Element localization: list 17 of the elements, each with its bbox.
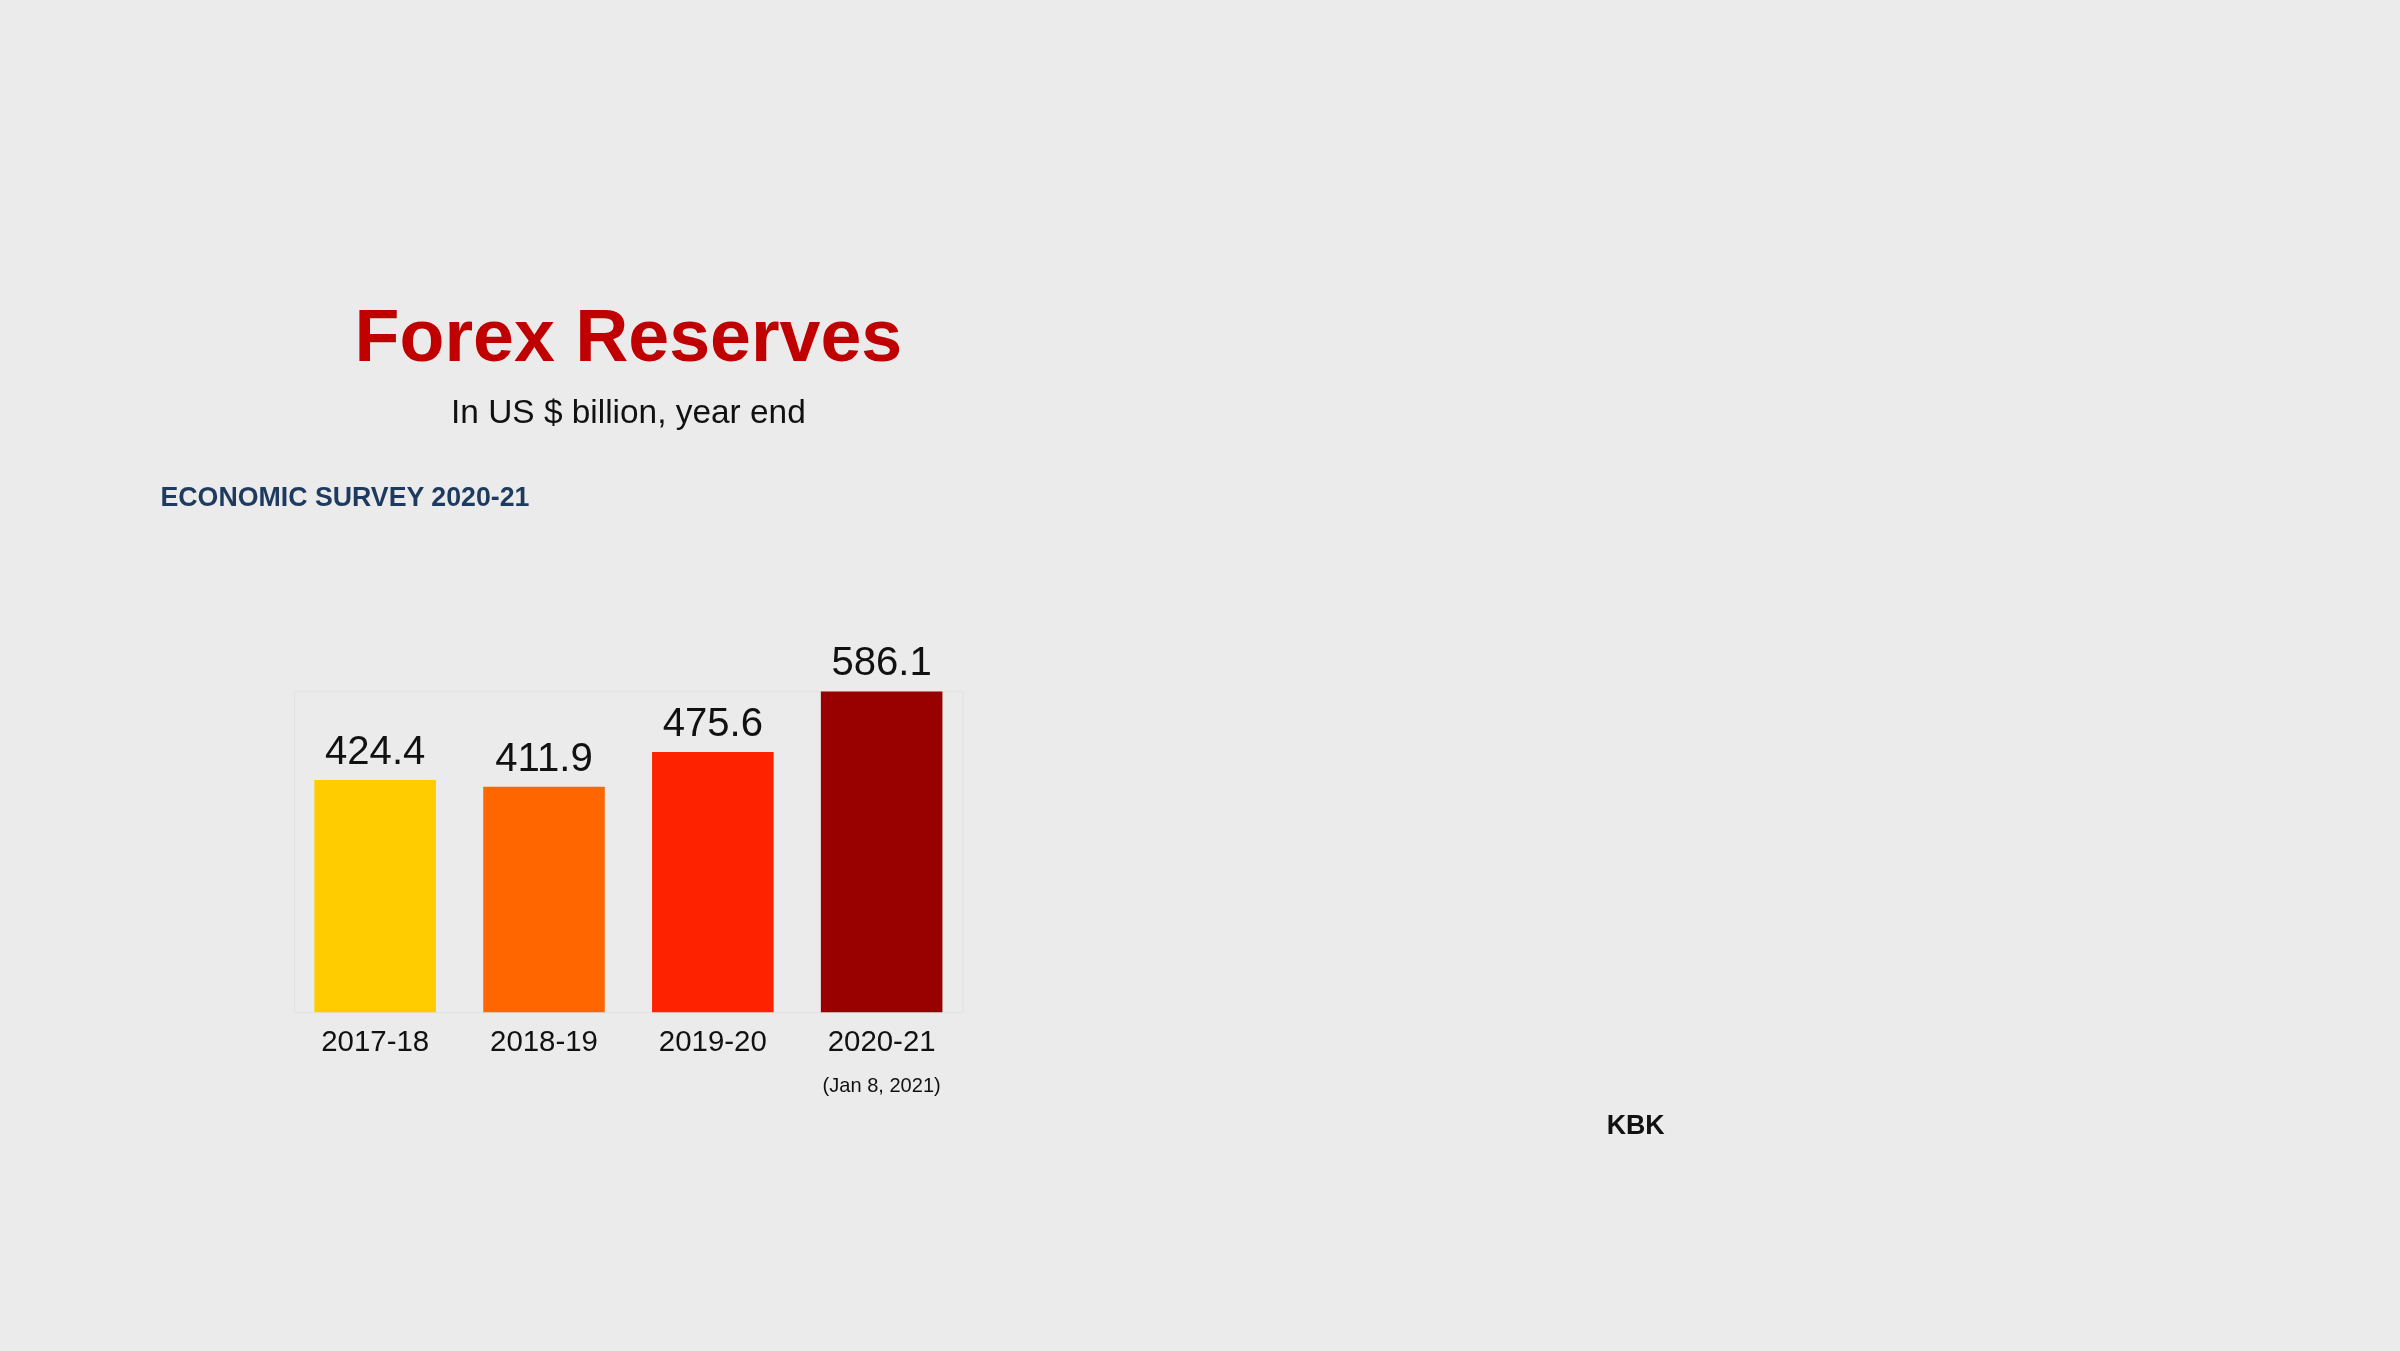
bar [652,751,774,1013]
x-tick-label: 2017-18 [321,1023,430,1057]
x-tick-label: 2018-19 [490,1023,598,1057]
bar [483,786,605,1013]
chart-title: Forex Reserves [354,294,903,378]
chart-subtitle: In US $ billion, year end [451,393,806,431]
data-label: 411.9 [495,734,593,779]
text: (Jan 8, 2021) [822,1073,941,1096]
bar [820,691,943,1013]
bar [314,779,436,1013]
text: KBK [1606,1110,1666,1141]
data-label: 424.4 [325,727,426,772]
data-label: 475.6 [662,699,764,744]
x-tick-label: 2020-21 [827,1023,936,1057]
x-tick-label: 2019-20 [658,1023,767,1057]
text: ECONOMIC SURVEY 2020-21 [160,481,530,512]
data-label: 586.1 [831,639,932,684]
